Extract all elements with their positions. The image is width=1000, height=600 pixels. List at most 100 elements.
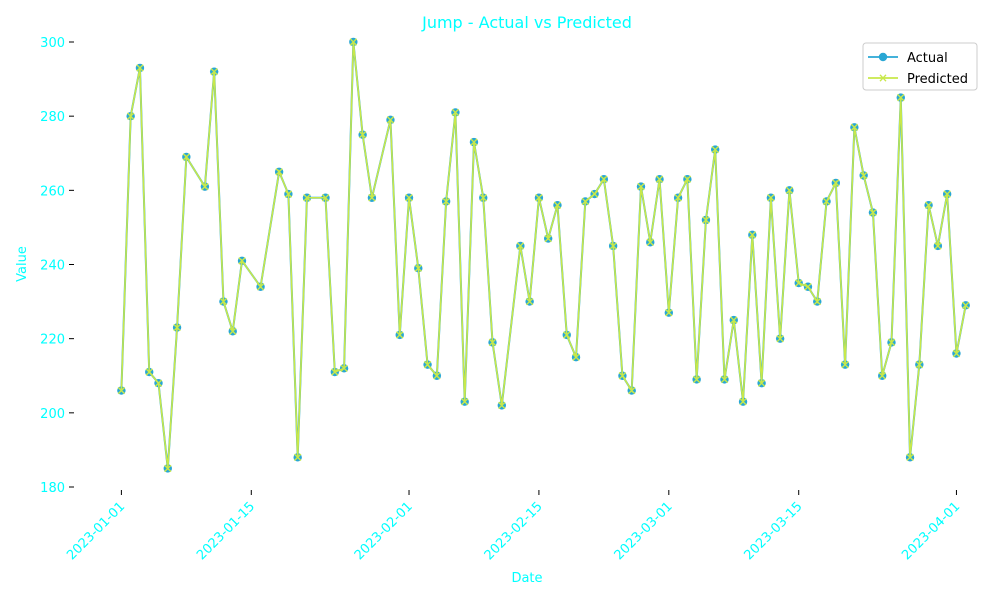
- x-tick-label: 2023-04-01: [899, 499, 963, 563]
- predicted-point: [683, 175, 692, 183]
- predicted-point: [943, 190, 951, 198]
- predicted-point: [730, 316, 738, 324]
- predicted-point: [423, 360, 432, 369]
- predicted-point: [850, 123, 859, 131]
- predicted-point: [275, 168, 283, 176]
- predicted-point: [887, 338, 896, 347]
- y-tick-label: 260: [40, 184, 65, 199]
- predicted-point: [525, 297, 534, 306]
- legend: Actual Predicted: [862, 42, 978, 91]
- predicted-point: [182, 153, 191, 161]
- predicted-point: [934, 242, 942, 250]
- predicted-point: [154, 379, 163, 387]
- predicted-point: [628, 386, 636, 395]
- predicted-point: [303, 194, 311, 202]
- predicted-point: [340, 364, 348, 373]
- predicted-point: [618, 372, 627, 380]
- predicted-point: [349, 38, 358, 46]
- x-tick-label: 2023-01-15: [194, 499, 258, 563]
- x-tick-label: 2023-02-15: [482, 499, 546, 563]
- predicted-point: [572, 353, 580, 361]
- predicted-point: [878, 372, 886, 380]
- predicted-point: [841, 360, 849, 369]
- predicted-point: [600, 175, 608, 183]
- predicted-point: [702, 216, 710, 224]
- predicted-point: [488, 338, 497, 347]
- x-tick-label: 2023-02-01: [352, 499, 416, 563]
- y-tick-label: 280: [40, 110, 65, 125]
- predicted-point: [479, 194, 487, 202]
- predicted-point: [906, 453, 914, 462]
- predicted-point: [368, 194, 376, 202]
- predicted-point: [637, 182, 645, 191]
- y-tick-label: 220: [40, 333, 65, 348]
- predicted-point: [433, 372, 441, 380]
- predicted-point: [442, 197, 450, 206]
- predicted-point: [451, 108, 460, 117]
- predicted-point: [516, 242, 525, 250]
- x-tick-label: 2023-03-15: [742, 499, 806, 563]
- predicted-point: [553, 201, 562, 209]
- predicted-point: [795, 279, 803, 287]
- predicted-point: [804, 283, 812, 291]
- series-layer: [117, 37, 970, 473]
- predicted-point: [711, 145, 719, 154]
- predicted-point: [229, 327, 237, 335]
- predicted-point: [414, 264, 422, 272]
- predicted-point: [869, 208, 877, 217]
- predicted-point: [590, 190, 599, 198]
- predicted-point: [859, 171, 868, 180]
- predicted-point: [293, 453, 302, 462]
- legend-label: Actual: [907, 51, 948, 66]
- x-tick-label: 2023-01-01: [64, 499, 128, 563]
- x-tick-label: 2023-03-01: [612, 499, 676, 563]
- predicted-point: [748, 231, 757, 239]
- predicted-point: [897, 93, 905, 102]
- y-tick-label: 200: [40, 407, 65, 422]
- predicted-point: [832, 179, 840, 187]
- predicted-point: [210, 67, 218, 76]
- x-axis-label: Date: [511, 571, 542, 586]
- predicted-point: [952, 349, 961, 358]
- predicted-point: [321, 194, 330, 202]
- predicted-point: [563, 331, 571, 339]
- predicted-point: [405, 194, 413, 202]
- legend-label: Predicted: [907, 72, 968, 87]
- series-line-predicted: [120, 41, 967, 469]
- predicted-point: [358, 131, 367, 139]
- predicted-point: [136, 64, 144, 72]
- predicted-point: [498, 401, 506, 410]
- predicted-point: [767, 194, 775, 202]
- predicted-point: [164, 464, 172, 473]
- predicted-point: [776, 334, 784, 343]
- predicted-point: [126, 112, 135, 120]
- predicted-point: [201, 182, 209, 191]
- predicted-point: [173, 323, 181, 332]
- legend-marker-actual: [878, 52, 888, 62]
- predicted-point: [646, 238, 654, 246]
- predicted-point: [757, 379, 766, 387]
- predicted-point: [460, 398, 469, 406]
- predicted-point: [822, 197, 831, 206]
- predicted-point: [924, 201, 933, 209]
- predicted-point: [609, 242, 617, 250]
- predicted-point: [256, 283, 265, 291]
- y-tick-label: 240: [40, 259, 65, 274]
- predicted-point: [720, 375, 729, 384]
- predicted-point: [655, 175, 664, 183]
- predicted-point: [396, 331, 404, 339]
- predicted-point: [219, 297, 228, 306]
- y-tick-label: 300: [40, 36, 65, 51]
- predicted-point: [785, 186, 794, 195]
- predicted-point: [665, 309, 673, 317]
- predicted-point: [284, 190, 293, 198]
- predicted-point: [535, 194, 543, 202]
- predicted-point: [915, 360, 924, 369]
- predicted-point: [544, 234, 552, 243]
- legend-marker-predicted: [879, 74, 887, 82]
- predicted-point: [386, 116, 395, 124]
- y-tick-label: 180: [40, 481, 65, 496]
- chart-title: Jump - Actual vs Predicted: [421, 13, 632, 32]
- predicted-point: [813, 297, 821, 306]
